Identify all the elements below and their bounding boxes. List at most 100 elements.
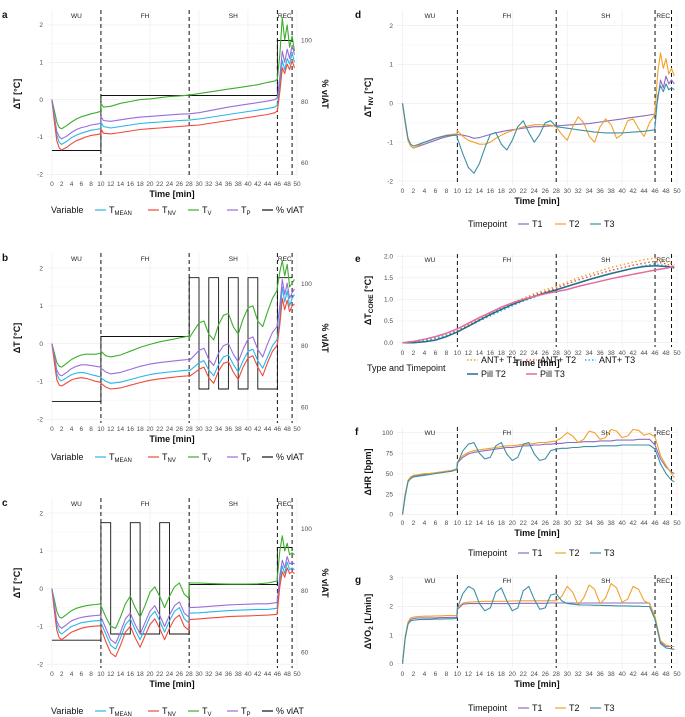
phase-label: FH bbox=[502, 578, 511, 585]
x-tick-label: 26 bbox=[542, 350, 550, 357]
x-tick-label: 6 bbox=[80, 671, 84, 678]
x-tick-label: 34 bbox=[586, 671, 594, 678]
legend-title: Variable bbox=[51, 205, 83, 215]
x-tick-label: 36 bbox=[597, 520, 605, 527]
x-tick-label: 38 bbox=[608, 520, 616, 527]
x-tick-label: 22 bbox=[520, 520, 528, 527]
legend-title: Type and Timepoint bbox=[367, 363, 446, 373]
x-tick-label: 32 bbox=[575, 188, 583, 195]
legend-label: T1 bbox=[532, 703, 543, 713]
x-tick-label: 10 bbox=[454, 188, 462, 195]
x-tick-label: 32 bbox=[575, 671, 583, 678]
legend-label: TNV bbox=[162, 706, 176, 717]
x-tick-label: 34 bbox=[215, 671, 223, 678]
phase-label: REC bbox=[278, 501, 292, 508]
x-axis-label: Time [min] bbox=[514, 528, 559, 538]
x-tick-label: 44 bbox=[640, 350, 648, 357]
legend-label: TMEAN bbox=[109, 706, 132, 717]
panel-e: e0.00.51.01.52.00 2 4 6 8 10 12 14 16 18 20 22 24 26 2… bbox=[355, 253, 681, 379]
x-tick-label: 4 bbox=[70, 671, 74, 678]
legend-label: T3 bbox=[604, 703, 615, 713]
y2-tick-label: 80 bbox=[301, 99, 309, 106]
x-tick-label: 0 bbox=[50, 426, 54, 433]
y-tick-label: 2 bbox=[389, 23, 393, 30]
x-tick-label: 38 bbox=[235, 426, 243, 433]
panel-letter-a: a bbox=[2, 10, 8, 21]
legend-label: TNV bbox=[162, 452, 176, 464]
x-tick-label: 12 bbox=[107, 426, 115, 433]
phase-label: REC bbox=[656, 13, 670, 20]
y-tick-label: 3 bbox=[389, 575, 393, 582]
series-vlat-line bbox=[51, 277, 293, 402]
y-tick-label: 0.5 bbox=[384, 318, 393, 325]
legend-title: Timepoint bbox=[468, 703, 508, 713]
x-tick-label: 22 bbox=[520, 188, 528, 195]
x-tick-label: 30 bbox=[564, 671, 572, 678]
x-tick-label: 14 bbox=[476, 350, 484, 357]
series-line-t2 bbox=[401, 428, 675, 515]
x-tick-label: 2 bbox=[60, 671, 64, 678]
y-tick-label: -1 bbox=[37, 624, 43, 631]
y-tick-label: 25 bbox=[386, 491, 394, 498]
x-tick-label: 36 bbox=[597, 350, 605, 357]
x-tick-label: 28 bbox=[553, 520, 561, 527]
y-tick-label: -1 bbox=[37, 134, 43, 141]
x-tick-label: 14 bbox=[476, 671, 484, 678]
x-tick-label: 8 bbox=[445, 520, 449, 527]
x-tick-label: 16 bbox=[487, 520, 495, 527]
legend-title: Timepoint bbox=[468, 548, 508, 558]
phase-label: REC bbox=[656, 430, 670, 437]
x-tick-label: 8 bbox=[89, 181, 93, 188]
gridlines bbox=[397, 575, 678, 668]
gridlines bbox=[397, 427, 678, 517]
series-line-ant-t1 bbox=[402, 257, 675, 344]
x-tick-label: 26 bbox=[176, 426, 184, 433]
x-tick-label: 18 bbox=[498, 671, 506, 678]
x-tick-label: 32 bbox=[205, 181, 213, 188]
legend-label: TP bbox=[241, 205, 251, 217]
y-axis-label: ΔHR [bpm] bbox=[363, 449, 373, 496]
x-tick-label: 14 bbox=[117, 671, 125, 678]
y-tick-label: 2.0 bbox=[384, 253, 393, 260]
legend-label: TP bbox=[241, 706, 251, 717]
panel-letter-c: c bbox=[2, 498, 8, 509]
x-tick-label: 30 bbox=[564, 188, 572, 195]
series-line-t-p bbox=[51, 278, 295, 377]
x-tick-label: 0 bbox=[401, 671, 405, 678]
y2-tick-label: 100 bbox=[301, 281, 312, 288]
y-tick-label: 75 bbox=[386, 450, 394, 457]
x-tick-label: 38 bbox=[608, 350, 616, 357]
x-tick-label: 8 bbox=[89, 426, 93, 433]
x-tick-label: 30 bbox=[564, 520, 572, 527]
x-tick-label: 18 bbox=[137, 426, 145, 433]
x-tick-label: 10 bbox=[97, 181, 105, 188]
x-tick-label: 14 bbox=[117, 426, 125, 433]
x-tick-label: 32 bbox=[575, 350, 583, 357]
x-tick-label: 24 bbox=[531, 350, 539, 357]
legend-e: Type and Timepoint ANT+ T1 ANT+ T2 ANT+ T3 P… bbox=[367, 355, 635, 379]
legend-label: TV bbox=[202, 205, 212, 217]
x-tick-label: 36 bbox=[225, 426, 233, 433]
series-vlat-line bbox=[51, 40, 293, 151]
y-tick-label: 2 bbox=[39, 22, 43, 29]
y-axis-label: ΔT [°C] bbox=[12, 79, 22, 110]
y-tick-label: 2 bbox=[39, 510, 43, 517]
legend-label: Pill T3 bbox=[540, 369, 565, 379]
x-tick-label: 42 bbox=[629, 520, 637, 527]
legend-label: T2 bbox=[569, 548, 580, 558]
y-tick-label: 2 bbox=[39, 265, 43, 272]
phase-label: SH bbox=[601, 13, 610, 20]
legend-title: Timepoint bbox=[468, 219, 508, 229]
x-tick-label: 0 bbox=[401, 350, 405, 357]
phase-label: FH bbox=[141, 501, 150, 508]
panel-letter-f: f bbox=[355, 427, 359, 438]
x-tick-label: 42 bbox=[254, 671, 262, 678]
x-tick-label: 0 bbox=[401, 188, 405, 195]
x-tick-label: 24 bbox=[531, 520, 539, 527]
phase-label: SH bbox=[229, 256, 238, 263]
x-tick-label: 46 bbox=[651, 350, 659, 357]
y-tick-label: -1 bbox=[387, 139, 393, 146]
